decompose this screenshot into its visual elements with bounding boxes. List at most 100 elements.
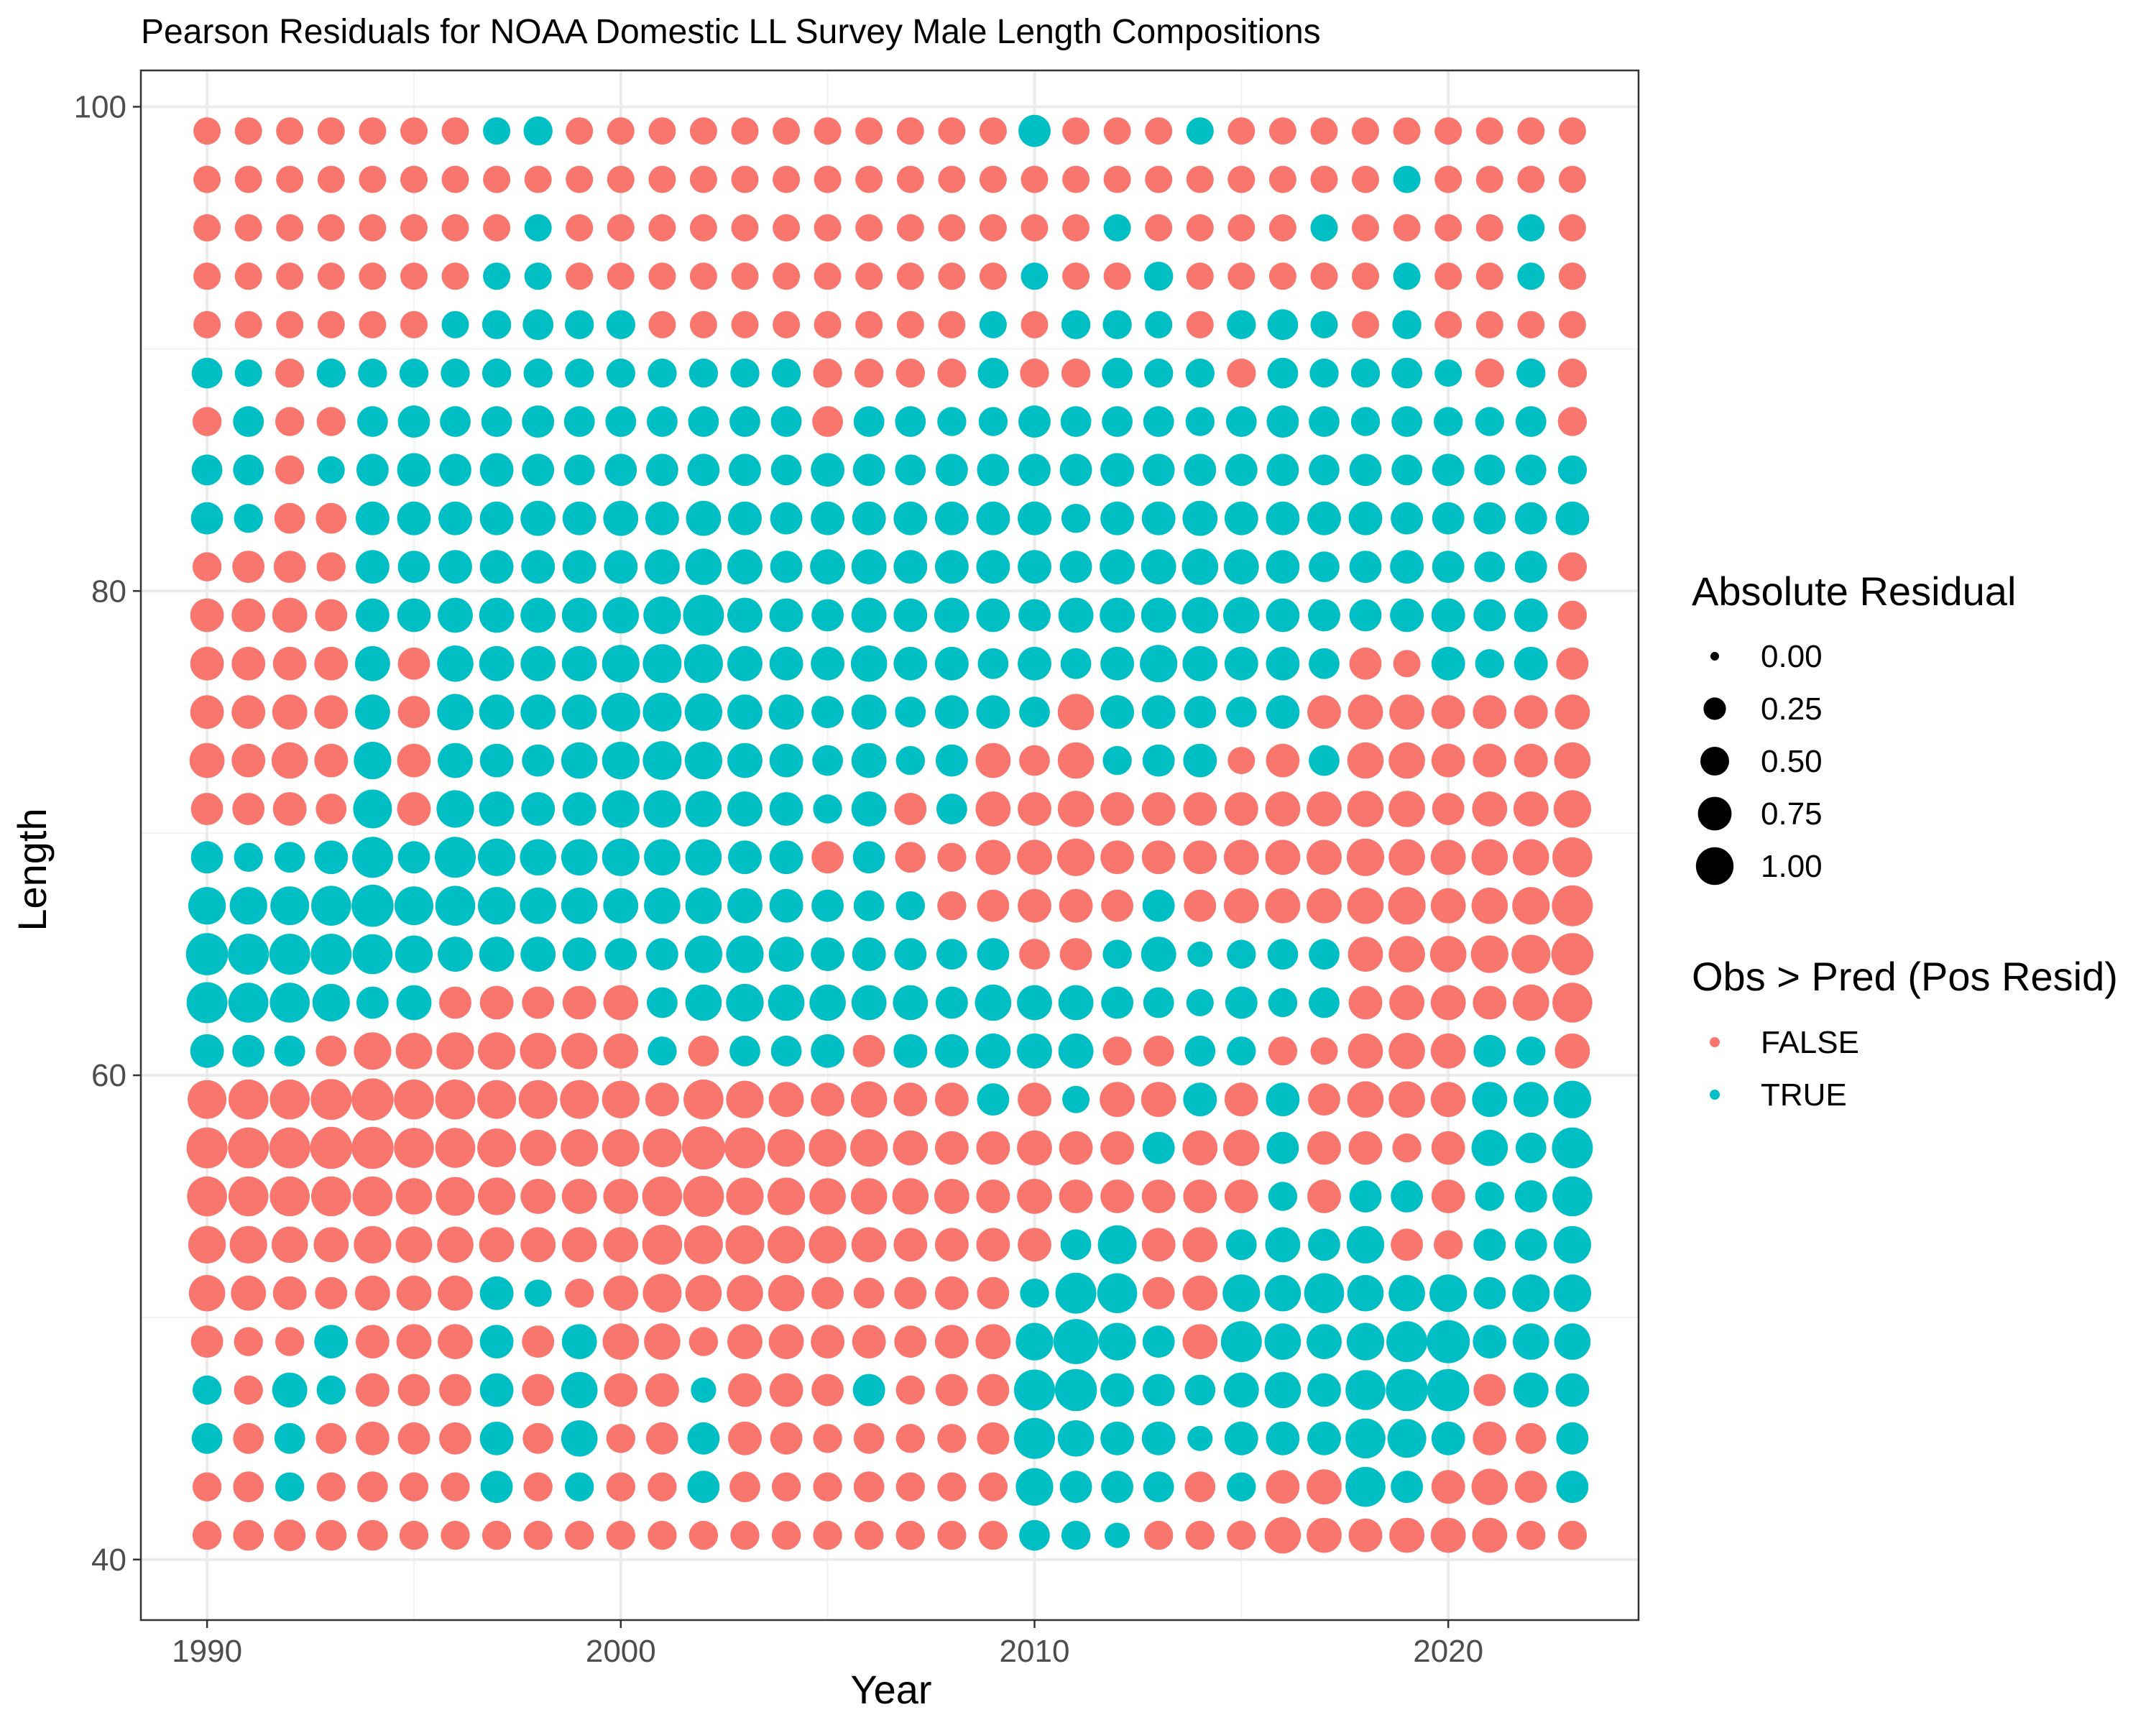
- residual-point: [351, 1126, 394, 1169]
- residual-point: [359, 262, 387, 290]
- residual-point: [439, 454, 471, 487]
- residual-point: [811, 1325, 844, 1358]
- residual-point: [1058, 597, 1094, 633]
- residual-point: [441, 262, 469, 290]
- residual-point: [646, 938, 678, 970]
- x-axis-title: Year: [850, 1667, 931, 1712]
- residual-point: [977, 1374, 1010, 1407]
- residual-point: [479, 501, 514, 535]
- residual-point: [727, 597, 763, 633]
- residual-point: [397, 647, 430, 680]
- residual-point: [648, 165, 676, 193]
- residual-point: [1349, 1180, 1382, 1213]
- residual-point: [1268, 1036, 1298, 1066]
- residual-point: [1432, 454, 1465, 487]
- residual-point: [1516, 1036, 1546, 1066]
- residual-point: [395, 935, 433, 973]
- residual-point: [730, 358, 760, 388]
- residual-point: [1227, 214, 1256, 242]
- residual-point: [644, 839, 681, 876]
- residual-point: [228, 1079, 269, 1120]
- residual-point: [1558, 214, 1586, 242]
- residual-point: [1268, 117, 1296, 145]
- residual-point: [602, 742, 640, 780]
- residual-point: [1475, 165, 1503, 193]
- residual-point: [1182, 1275, 1218, 1311]
- residual-point: [1475, 214, 1503, 242]
- residual-point: [1184, 1035, 1216, 1067]
- residual-point: [316, 1375, 346, 1405]
- residual-point: [603, 1275, 639, 1311]
- residual-point: [1352, 165, 1379, 193]
- residual-point: [188, 1225, 226, 1264]
- residual-point: [770, 551, 803, 583]
- residual-point: [482, 310, 512, 339]
- residual-point: [354, 1225, 392, 1264]
- residual-point: [274, 1519, 306, 1552]
- residual-point: [1059, 938, 1092, 970]
- residual-point: [1554, 694, 1590, 730]
- residual-point: [1307, 791, 1342, 827]
- residual-point: [1186, 214, 1214, 242]
- residual-point: [1516, 358, 1546, 388]
- residual-point: [1434, 214, 1462, 242]
- residual-point: [1266, 598, 1300, 632]
- residual-point: [854, 1520, 884, 1550]
- residual-point: [1224, 1421, 1258, 1455]
- residual-point: [935, 1276, 969, 1310]
- residual-point: [642, 1225, 683, 1265]
- residual-point: [359, 117, 387, 145]
- residual-point: [1471, 839, 1508, 876]
- residual-point: [524, 165, 552, 193]
- residual-point: [479, 1276, 514, 1310]
- residual-point: [1349, 551, 1382, 583]
- residual-point: [1266, 1131, 1299, 1164]
- panel-background: [141, 70, 1639, 1620]
- residual-point: [685, 791, 722, 827]
- residual-point: [1143, 406, 1174, 437]
- residual-point: [482, 1520, 512, 1550]
- x-tick-label: 2010: [1000, 1634, 1070, 1669]
- color-legend-key: [1710, 1090, 1720, 1100]
- residual-point: [561, 887, 598, 924]
- residual-point: [523, 358, 553, 388]
- residual-point: [769, 646, 803, 681]
- residual-point: [1059, 1471, 1092, 1504]
- size-legend-label: 0.00: [1761, 639, 1823, 674]
- residual-point: [191, 454, 223, 486]
- residual-point: [935, 550, 969, 584]
- residual-point: [937, 1472, 967, 1501]
- residual-point: [648, 1036, 677, 1066]
- residual-point: [1017, 1033, 1052, 1069]
- residual-point: [642, 644, 682, 684]
- residual-point: [896, 214, 924, 242]
- residual-point: [193, 310, 221, 339]
- residual-point: [524, 214, 552, 242]
- residual-point: [1472, 791, 1508, 827]
- residual-point: [935, 1131, 969, 1165]
- residual-point: [1103, 262, 1131, 290]
- residual-point: [1141, 549, 1176, 584]
- residual-point: [811, 646, 844, 681]
- residual-point: [1183, 1082, 1217, 1117]
- residual-point: [1554, 1033, 1590, 1069]
- residual-point: [1346, 838, 1385, 876]
- residual-point: [726, 1177, 764, 1215]
- residual-point: [313, 1227, 349, 1263]
- residual-point: [854, 358, 884, 388]
- residual-point: [397, 1422, 430, 1455]
- residual-point: [768, 1177, 806, 1215]
- residual-point: [769, 743, 803, 778]
- residual-point: [1348, 1033, 1383, 1069]
- residual-point: [231, 598, 266, 632]
- residual-point: [479, 1227, 515, 1263]
- residual-point: [1307, 1179, 1341, 1213]
- residual-point: [1386, 1321, 1428, 1363]
- residual-point: [1018, 454, 1051, 487]
- residual-point: [896, 117, 924, 145]
- residual-point: [1015, 1468, 1054, 1506]
- residual-point: [1512, 887, 1550, 925]
- residual-point: [359, 165, 387, 193]
- color-legend: FALSE TRUE: [1710, 1025, 1859, 1113]
- residual-point: [480, 1471, 513, 1504]
